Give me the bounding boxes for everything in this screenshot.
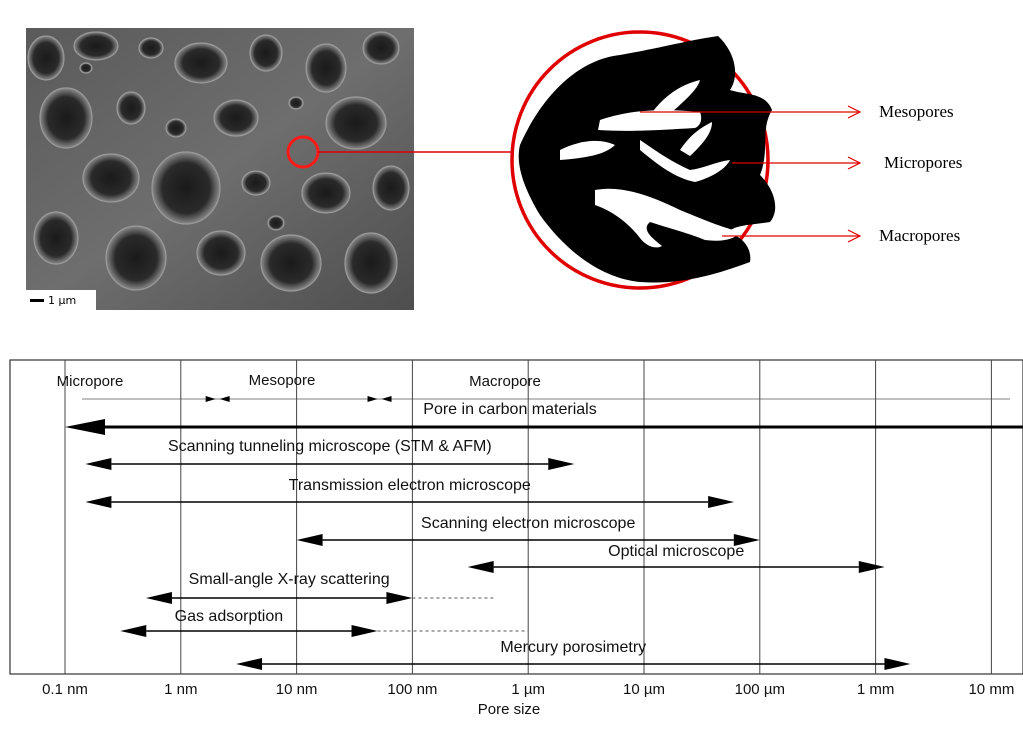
range-arrow-head-left (120, 625, 147, 637)
tick-label: 0.1 nm (42, 681, 88, 698)
range-arrow-head-left (145, 592, 172, 604)
scale-bar: 1 µm (26, 290, 96, 310)
range-arrow-head-left (467, 561, 494, 573)
range-arrow-head-right (858, 561, 885, 573)
range-arrow-head-right (733, 534, 760, 546)
range-arrow-head-left (85, 496, 112, 508)
tick-label: 10 nm (276, 681, 318, 698)
range-arrow-head-right (884, 658, 911, 670)
range-label: Transmission electron microscope (289, 477, 531, 494)
tick-label: 1 nm (164, 681, 197, 698)
tick-label: 100 nm (387, 681, 437, 698)
category-arrowhead (205, 396, 216, 402)
category-arrowhead (381, 396, 392, 402)
range-label: Scanning tunneling microscope (STM & AFM… (168, 438, 492, 455)
tick-label: 1 mm (857, 681, 895, 698)
range-label: Gas adsorption (175, 608, 284, 625)
chart-frame (9, 359, 1023, 675)
range-label: Scanning electron microscope (421, 515, 635, 532)
range-arrow-head-left (296, 534, 323, 546)
category-label: Macropore (469, 373, 541, 390)
macropore-channel (595, 188, 740, 248)
category-label: Mesopore (249, 372, 316, 389)
category-label: Micropore (57, 373, 124, 390)
range-label: Small-angle X-ray scattering (189, 571, 390, 588)
range-label: Pore in carbon materials (423, 401, 596, 418)
tick-label: 10 µm (623, 681, 665, 698)
range-arrow-head-right (548, 458, 575, 470)
scale-bar-line (30, 298, 44, 302)
axis-label: Pore size (478, 701, 541, 718)
tick-label: 10 mm (968, 681, 1014, 698)
range-arrow-head-left (65, 419, 105, 435)
category-arrowhead (219, 396, 230, 402)
label-macropores: Macropores (879, 226, 961, 245)
label-micropores: Micropores (884, 153, 963, 172)
range-arrow-head-left (236, 658, 263, 670)
range-arrow-head-right (708, 496, 735, 508)
label-mesopores: Mesopores (879, 102, 954, 121)
pore-size-chart: 0.1 nm 1 nm 10 nm 100 nm 1 µm 10 µm 100 µm 1 mm… (9, 359, 1023, 718)
category-arrowhead (367, 396, 378, 402)
mesopore-channel (598, 110, 702, 131)
scale-bar-label: 1 µm (48, 293, 77, 307)
micropore-channel (640, 140, 730, 182)
tick-label: 100 µm (735, 681, 785, 698)
sem-micrograph: 1 µm (26, 28, 414, 310)
range-arrow-head-right (386, 592, 413, 604)
range-label: Optical microscope (608, 543, 744, 560)
range-arrow-head-left (85, 458, 112, 470)
tick-label: 1 µm (511, 681, 545, 698)
range-label: Mercury porosimetry (500, 639, 646, 656)
zoom-illustration (318, 30, 862, 290)
range-arrow-head-right (351, 625, 378, 637)
carbon-particle-shape (518, 36, 776, 283)
micrograph-image (26, 28, 414, 310)
